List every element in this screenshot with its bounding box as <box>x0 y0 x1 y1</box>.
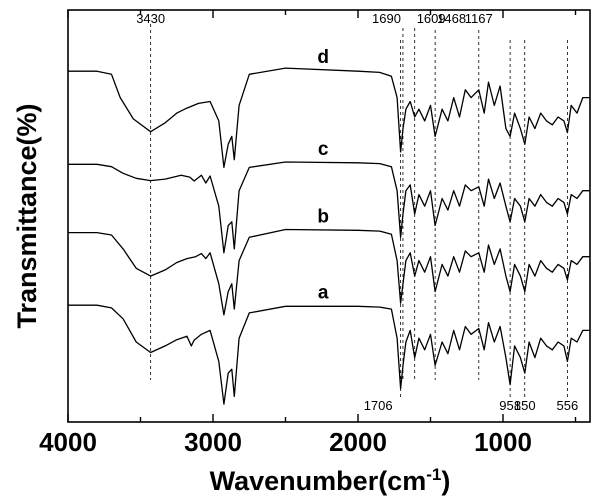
peak-label-1690: 1690 <box>372 11 401 26</box>
y-axis-label: Transmittance(%) <box>12 103 42 328</box>
x-tick-label-4000: 4000 <box>39 427 97 457</box>
series-labels: d c b a <box>317 47 329 303</box>
peak-label-3430: 3430 <box>136 11 165 26</box>
x-axis-tick-labels: 4000 3000 2000 1000 <box>39 427 532 457</box>
x-tick-label-2000: 2000 <box>329 427 387 457</box>
series-label-a: a <box>318 282 329 303</box>
peak-label-556: 556 <box>557 398 579 413</box>
peak-label-951: 951 <box>499 398 521 413</box>
peak-label-1167: 1167 <box>465 11 493 26</box>
series-label-d: d <box>317 47 329 68</box>
plot-frame <box>67 9 591 423</box>
series-label-c: c <box>318 139 329 160</box>
x-axis-label-main: Wavenumber(cm <box>210 466 427 496</box>
peak-label-850: 850 <box>514 398 536 413</box>
series-line-d <box>68 67 590 169</box>
series-line-b <box>68 228 590 316</box>
series-line-c <box>68 161 590 254</box>
x-axis-label: Wavenumber(cm-1) <box>210 465 451 496</box>
x-axis-label-close: ) <box>441 466 450 496</box>
series-label-b: b <box>317 206 329 227</box>
peak-label-1609: 1609 <box>417 11 446 26</box>
peak-label-1706: 1706 <box>364 398 393 413</box>
x-axis-ticks <box>67 10 577 422</box>
spectra <box>68 67 590 405</box>
series-line-a <box>68 304 590 405</box>
peak-label-1468: 1468 <box>437 11 466 26</box>
x-tick-label-3000: 3000 <box>184 427 242 457</box>
x-axis-label-superscript: -1 <box>426 465 441 484</box>
x-tick-label-1000: 1000 <box>474 427 532 457</box>
guide-lines <box>150 24 568 398</box>
